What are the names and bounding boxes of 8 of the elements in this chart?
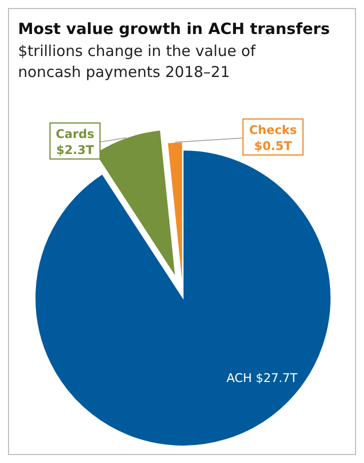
chart-subtitle: $trillions change in the value of noncash payments 2018–21 (18, 42, 256, 81)
data-label: $27.7T (256, 370, 298, 385)
chart-title: Most value growth in ACH transfers (18, 20, 330, 38)
data-label: $0.5T (254, 139, 293, 153)
data-label: $2.3T (56, 143, 95, 157)
slice-label: Checks (249, 123, 297, 137)
slice-label: Cards (56, 127, 94, 141)
slice-label: ACH (226, 370, 252, 385)
